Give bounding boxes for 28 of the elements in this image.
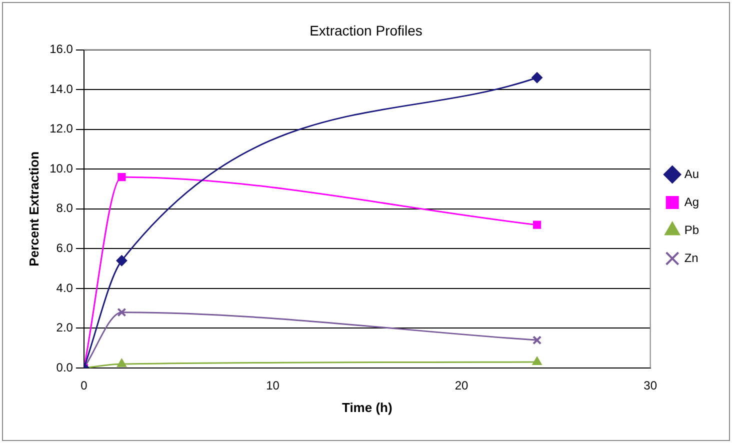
x-axis-title: Time (h) xyxy=(342,400,392,415)
point xyxy=(532,356,542,366)
point xyxy=(117,308,126,317)
y-tick-label: 10.0 xyxy=(50,161,74,176)
y-tick-label: 12.0 xyxy=(50,122,74,136)
y-tick-label: 8.0 xyxy=(56,201,74,216)
legend-label: Pb xyxy=(684,222,700,237)
chart-title: Extraction Profiles xyxy=(310,22,422,38)
y-axis-title: Percent Extraction xyxy=(26,151,42,266)
x-tick-label: 10 xyxy=(266,378,280,393)
point xyxy=(532,336,542,345)
y-tick-label: 14.0 xyxy=(50,82,74,96)
y-tick-label: 6.0 xyxy=(56,240,74,255)
legend-label: Ag xyxy=(684,194,700,209)
legend-label: Zn xyxy=(684,250,698,265)
y-tick-label: 0.0 xyxy=(56,360,74,374)
point xyxy=(116,358,127,368)
x-tick-label: 0 xyxy=(80,378,88,393)
x-tick-label: 20 xyxy=(454,378,469,393)
point xyxy=(118,173,126,182)
point xyxy=(533,220,542,229)
point xyxy=(532,72,543,84)
y-tick-label: 2.0 xyxy=(56,320,74,335)
legend-label: Au xyxy=(684,166,700,181)
point xyxy=(116,255,128,266)
x-tick-label: 30 xyxy=(644,378,658,393)
y-tick-label: 4.0 xyxy=(56,280,74,295)
y-tick-label: 16.0 xyxy=(50,42,74,56)
